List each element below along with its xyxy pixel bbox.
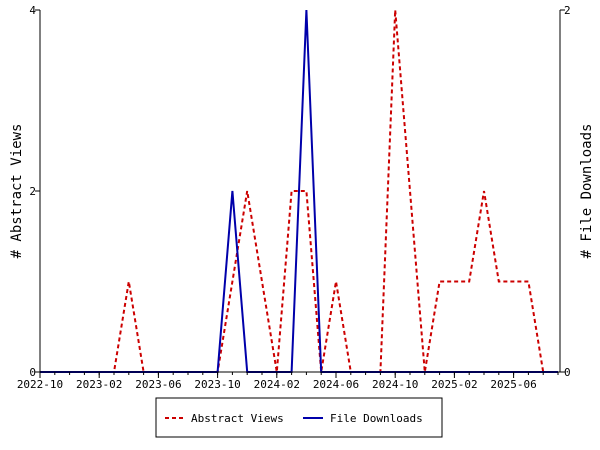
- legend: Abstract Views File Downloads: [155, 397, 443, 438]
- x-tick-label: 2023-06: [135, 378, 181, 391]
- left-y-tick-label: 2: [29, 185, 36, 198]
- ticks-layer: 2022-10 2023-02 2023-06 2023-10 2024-02 2024-…: [17, 4, 571, 391]
- x-tick-label: 2023-10: [194, 378, 240, 391]
- x-tick-label: 2024-02: [254, 378, 300, 391]
- x-tick-label: 2025-06: [490, 378, 536, 391]
- x-tick-label: 2023-02: [76, 378, 122, 391]
- legend-label-file-downloads: File Downloads: [330, 412, 423, 425]
- right-y-tick-label: 0: [564, 366, 571, 379]
- x-tick-label: 2025-02: [431, 378, 477, 391]
- left-axis-title: # Abstract Views: [9, 124, 25, 259]
- right-y-tick-label: 2: [564, 4, 571, 17]
- legend-box: [155, 397, 443, 438]
- x-tick-label: 2024-10: [372, 378, 418, 391]
- x-tick-label: 2022-10: [17, 378, 63, 391]
- legend-label-abstract-views: Abstract Views: [191, 412, 284, 425]
- x-tick-label: 2024-06: [313, 378, 359, 391]
- left-y-tick-label: 0: [29, 366, 36, 379]
- left-y-tick-label: 4: [29, 4, 36, 17]
- right-axis-title: # File Downloads: [579, 124, 595, 259]
- series-line-abstract-views: [40, 9, 558, 373]
